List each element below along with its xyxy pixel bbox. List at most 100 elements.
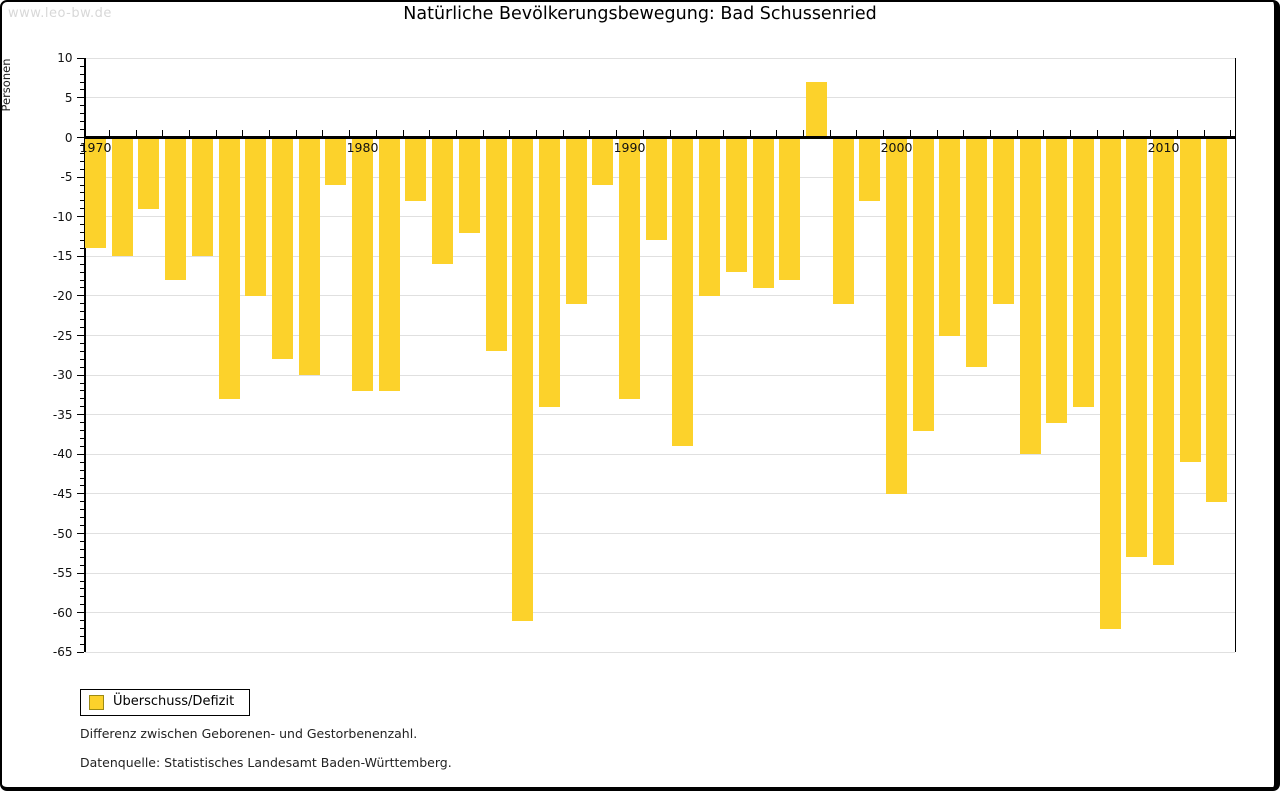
y-axis-tick — [79, 208, 84, 210]
bar-1974 — [191, 139, 213, 257]
y-axis-tick — [79, 192, 84, 194]
y-axis-tick-label: -10 — [52, 209, 73, 224]
y-axis-tick — [79, 430, 84, 432]
y-axis-tick-label: -55 — [52, 566, 73, 581]
y-axis-tick — [79, 604, 84, 606]
y-axis-tick — [79, 239, 84, 241]
x-axis-tick — [108, 129, 110, 136]
x-axis-tick — [188, 129, 190, 136]
y-axis-tick — [79, 129, 84, 131]
bar-2006 — [1046, 139, 1068, 423]
y-axis-tick — [79, 635, 84, 637]
y-axis-tick — [79, 548, 84, 550]
y-axis-tick — [79, 509, 84, 511]
x-axis-tick — [402, 129, 404, 136]
gridline — [84, 572, 1235, 574]
x-axis-tick — [1150, 129, 1152, 136]
x-axis-tick — [1123, 129, 1125, 136]
y-axis-tick — [79, 485, 84, 487]
bar-1972 — [138, 139, 160, 209]
y-axis-tick — [79, 65, 84, 67]
x-axis-tick — [562, 129, 564, 136]
y-axis-tick-label: -60 — [52, 605, 73, 620]
y-axis-tick — [79, 81, 84, 83]
y-axis-tick — [79, 445, 84, 447]
y-axis-tick — [79, 287, 84, 289]
y-axis-tick — [79, 319, 84, 321]
y-axis-tick — [76, 216, 84, 218]
bar-1986 — [512, 139, 534, 621]
x-axis-zero-line — [84, 136, 1235, 139]
x-axis-tick — [375, 129, 377, 136]
y-axis-tick — [79, 556, 84, 558]
gridline — [84, 255, 1235, 257]
x-axis-tick — [509, 129, 511, 136]
x-axis-tick — [1096, 129, 1098, 136]
y-axis-tick — [76, 97, 84, 99]
bar-1971 — [111, 139, 133, 257]
y-axis-tick-label: -50 — [52, 526, 73, 541]
y-axis-tick — [76, 374, 84, 376]
y-axis-tick — [79, 73, 84, 75]
bar-2001 — [912, 139, 934, 431]
y-axis-tick — [79, 477, 84, 479]
y-axis-tick-label: -15 — [52, 249, 73, 264]
y-axis-tick — [76, 335, 84, 336]
y-axis-tick — [79, 501, 84, 503]
y-axis-tick — [76, 533, 84, 534]
bar-1991 — [645, 139, 667, 241]
x-axis-tick — [856, 129, 858, 136]
bar-2002 — [939, 139, 961, 336]
y-axis-tick — [76, 255, 84, 257]
bar-1990 — [619, 139, 640, 399]
x-axis-tick — [589, 129, 591, 136]
bar-1994 — [725, 139, 747, 273]
y-axis-tick — [76, 57, 84, 59]
bar-1970 — [85, 139, 106, 249]
legend: Überschuss/Defizit — [80, 689, 250, 716]
y-axis-tick — [79, 247, 84, 249]
y-axis-tick — [79, 461, 84, 463]
plot-right-border — [1235, 58, 1236, 653]
y-axis-tick — [79, 200, 84, 202]
bar-2010 — [1153, 139, 1174, 566]
x-axis-tick — [295, 129, 297, 136]
footnote-source: Datenquelle: Statistisches Landesamt Bad… — [80, 755, 452, 770]
y-axis-tick-label: -35 — [52, 407, 73, 422]
bar-1976 — [245, 139, 267, 296]
x-axis-tick — [669, 129, 671, 136]
legend-swatch-icon — [89, 695, 104, 710]
x-axis-tick — [776, 129, 778, 136]
y-axis-tick — [76, 137, 84, 138]
y-axis-tick — [79, 350, 84, 352]
x-axis-tick — [1043, 129, 1045, 136]
bar-2005 — [1019, 139, 1041, 455]
x-axis-tick — [135, 129, 137, 136]
x-axis-tick — [1176, 129, 1178, 136]
y-axis-tick — [79, 358, 84, 360]
y-axis-tick — [79, 160, 84, 162]
x-axis-tick — [829, 129, 831, 136]
y-axis-tick — [79, 596, 84, 598]
chart-title: Natürliche Bevölkerungsbewegung: Bad Sch… — [403, 4, 877, 24]
x-axis-label-2010: 2010 — [1147, 140, 1180, 155]
y-axis-tick — [79, 121, 84, 123]
x-axis-tick — [696, 129, 698, 136]
y-axis-tick — [79, 184, 84, 186]
bar-1987 — [538, 139, 560, 407]
y-axis-tick — [79, 398, 84, 400]
bar-2007 — [1072, 139, 1094, 407]
y-axis-tick — [76, 612, 84, 614]
y-axis-tick — [79, 327, 84, 329]
y-axis-tick — [76, 651, 84, 653]
x-axis-tick — [349, 129, 351, 136]
bar-1999 — [859, 139, 881, 201]
y-axis-tick — [79, 382, 84, 384]
bar-1997 — [805, 82, 827, 136]
y-axis-tick — [79, 525, 84, 527]
x-axis-tick — [1203, 129, 1205, 136]
x-axis-tick — [1016, 129, 1018, 136]
y-axis-tick-label: -30 — [52, 368, 73, 383]
y-axis-tick — [79, 232, 84, 234]
